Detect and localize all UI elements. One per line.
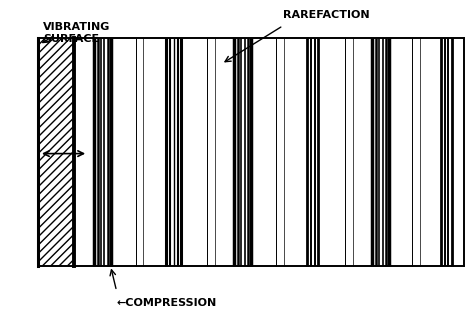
Text: ←COMPRESSION: ←COMPRESSION [117,298,217,308]
Bar [38,38,74,266]
Text: RAREFACTION: RAREFACTION [283,10,370,20]
Bar [38,38,464,266]
Text: VIBRATING
SURFACE: VIBRATING SURFACE [43,22,110,44]
